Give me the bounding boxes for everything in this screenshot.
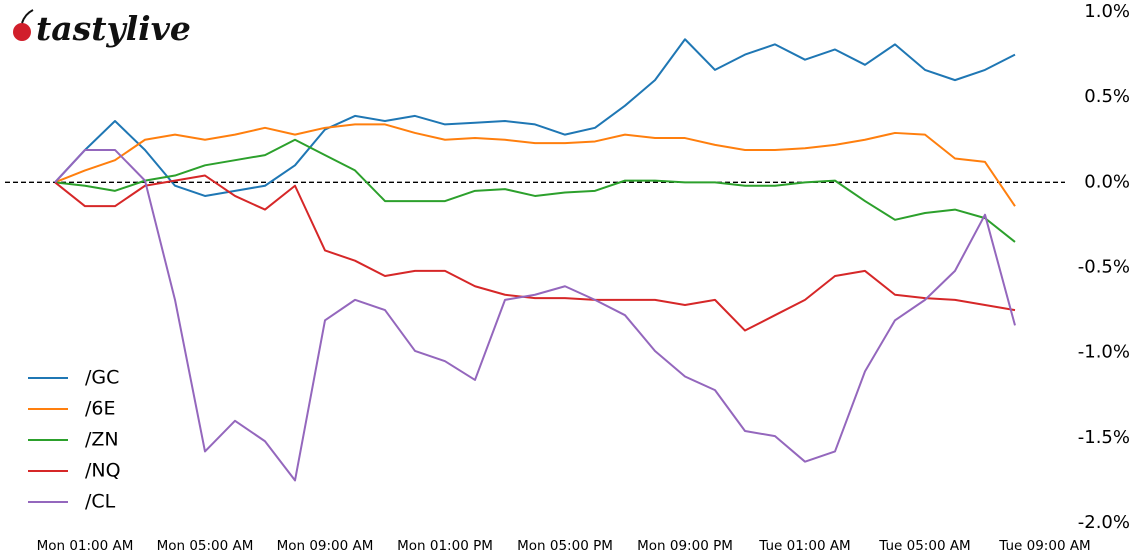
series-line bbox=[54, 138, 1016, 243]
y-tick-label: -2.0% bbox=[1078, 512, 1130, 533]
x-tick-label: Mon 05:00 PM bbox=[517, 538, 613, 554]
logo-stem bbox=[21, 9, 34, 24]
x-tick-label: Mon 09:00 AM bbox=[277, 538, 374, 554]
y-tick-label: -1.5% bbox=[1078, 427, 1130, 448]
legend-label: /CL bbox=[85, 491, 116, 513]
series-line bbox=[54, 123, 1016, 207]
brand: tastylive bbox=[36, 9, 191, 48]
x-tick-label: Mon 09:00 PM bbox=[637, 538, 733, 554]
x-tick-label: Tue 09:00 AM bbox=[998, 538, 1090, 554]
x-tick-label: Tue 01:00 AM bbox=[758, 538, 850, 554]
x-tick-label: Mon 01:00 AM bbox=[37, 538, 134, 554]
x-tick-label: Tue 05:00 AM bbox=[878, 538, 970, 554]
y-tick-label: 0.0% bbox=[1084, 171, 1130, 192]
x-tick-label: Mon 05:00 AM bbox=[157, 538, 254, 554]
series-line bbox=[54, 38, 1016, 197]
logo-cherry bbox=[13, 23, 31, 41]
x-tick-label: Mon 01:00 PM bbox=[397, 538, 493, 554]
y-tick-label: -1.0% bbox=[1078, 342, 1130, 363]
logo: tastylive bbox=[13, 9, 191, 48]
legend-label: /ZN bbox=[85, 429, 119, 451]
series-line bbox=[54, 148, 1016, 482]
y-tick-label: -0.5% bbox=[1078, 257, 1130, 278]
y-tick-label: 0.5% bbox=[1084, 86, 1130, 107]
legend-label: /GC bbox=[85, 367, 119, 389]
series-line bbox=[54, 174, 1016, 332]
y-tick-label: 1.0% bbox=[1084, 1, 1130, 22]
legend-label: /NQ bbox=[85, 460, 121, 482]
legend-label: /6E bbox=[85, 398, 116, 420]
